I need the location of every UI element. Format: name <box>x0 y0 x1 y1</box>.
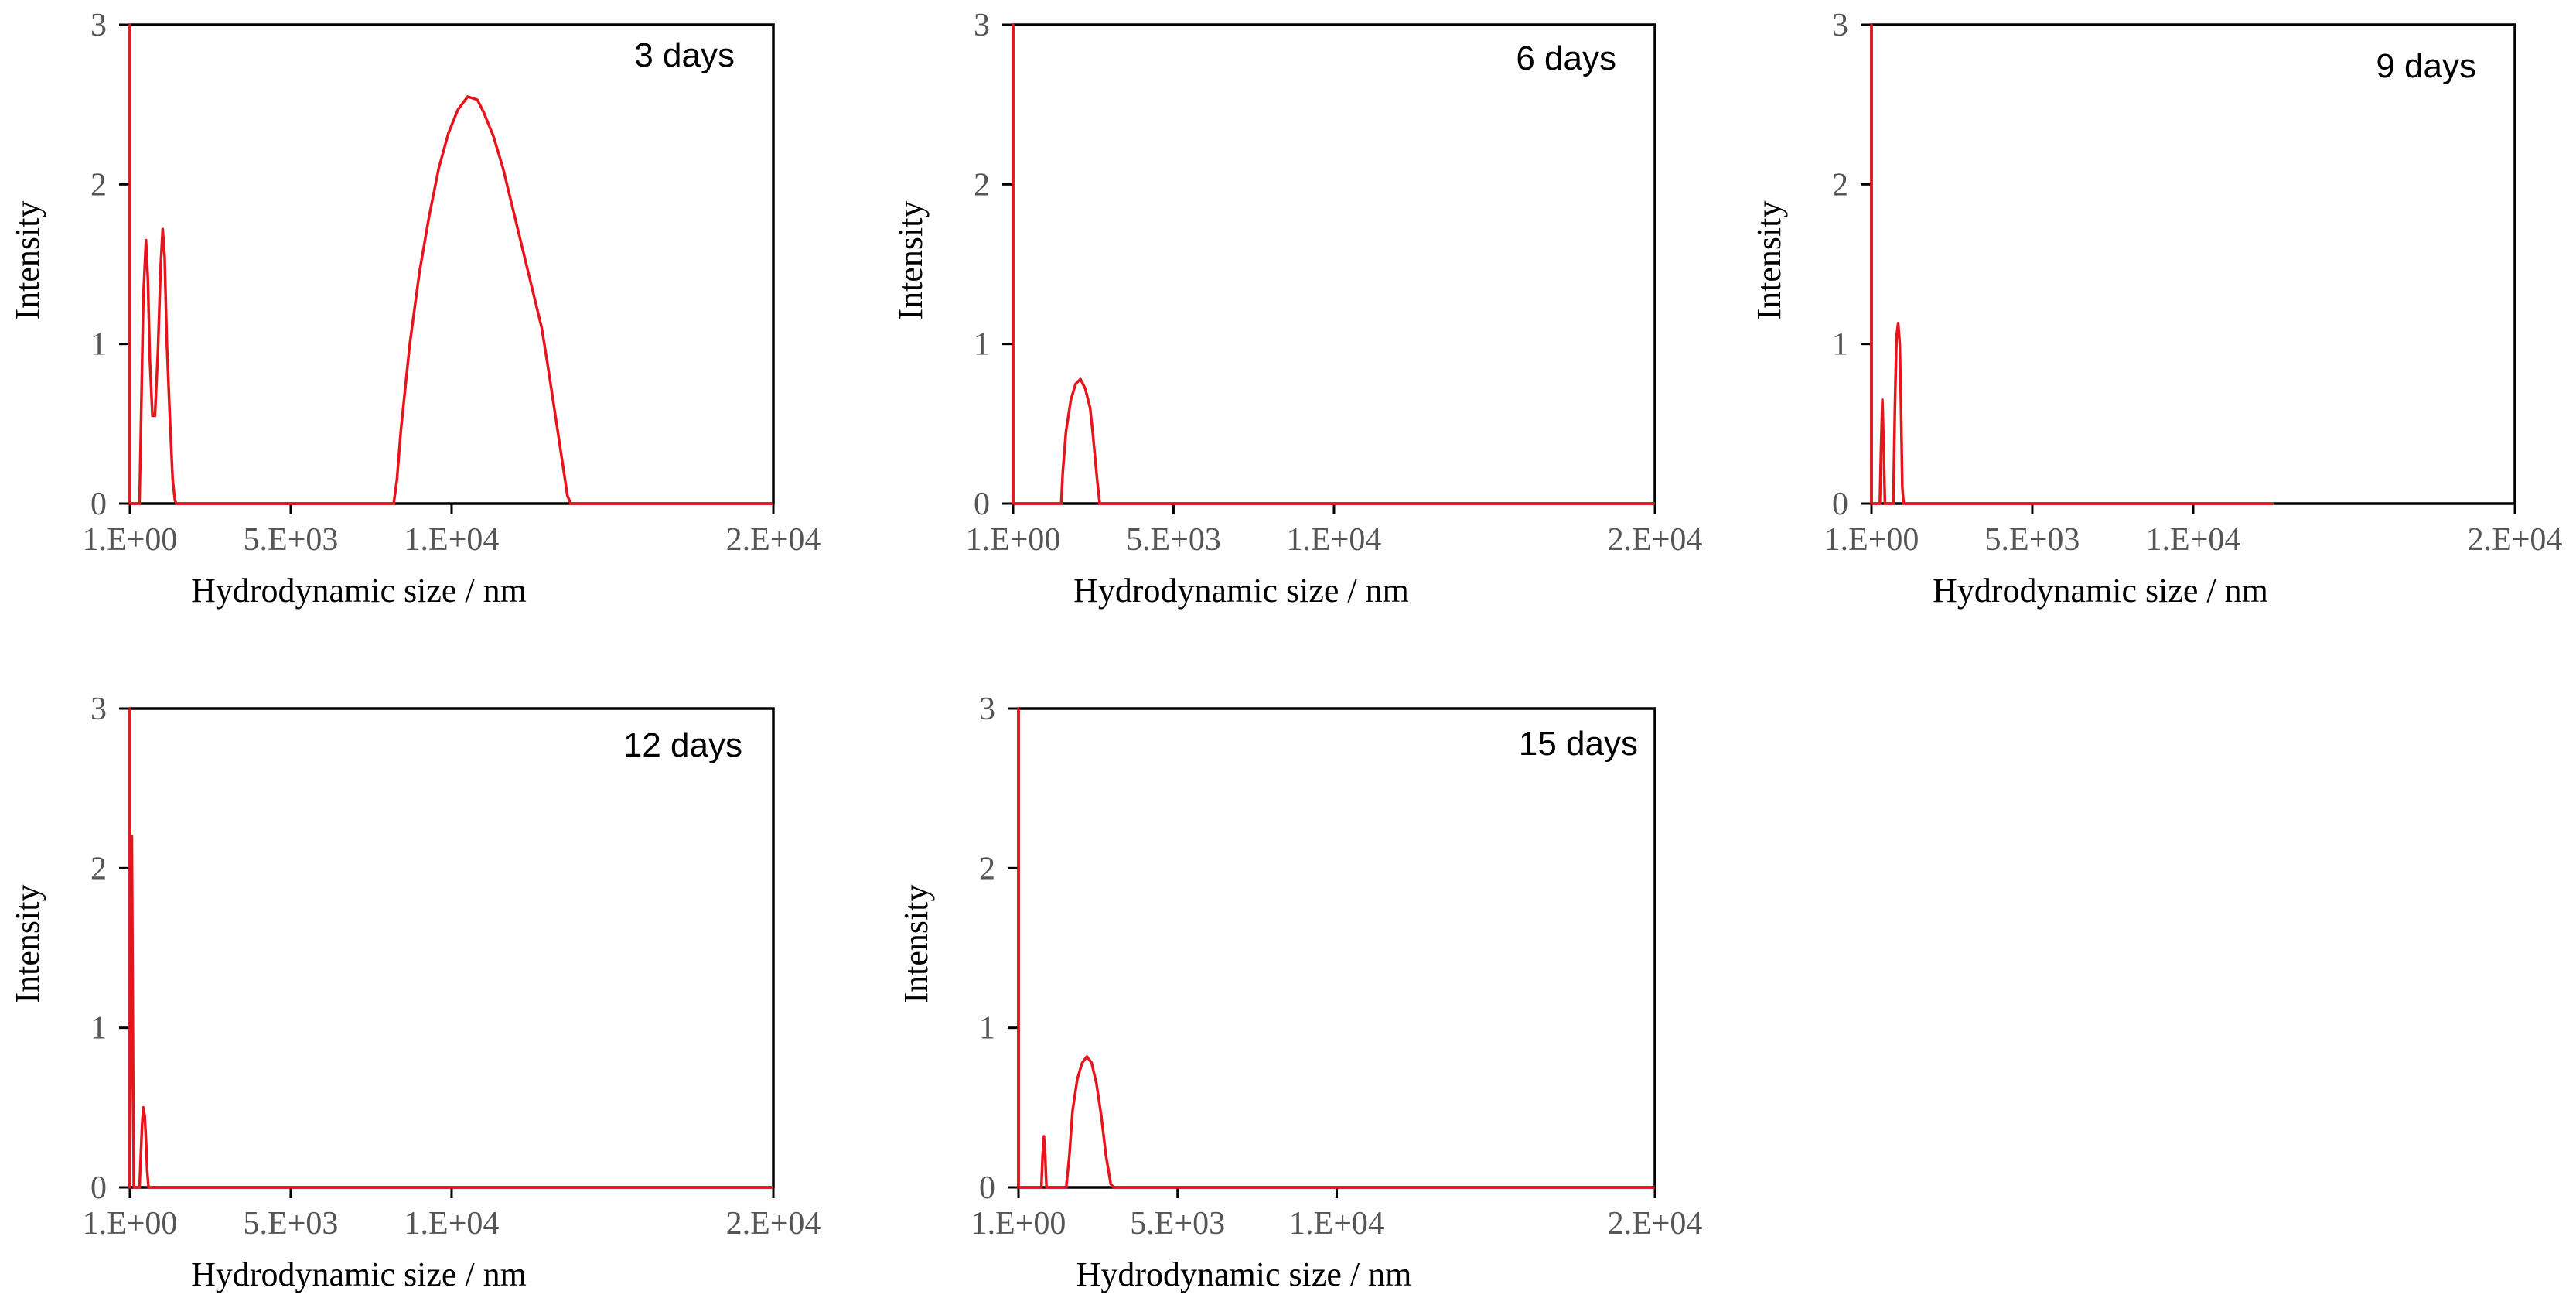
x-tick-label: 5.E+03 <box>1985 522 2080 558</box>
x-tick-label: 1.E+00 <box>83 522 178 558</box>
panel-label: 3 days <box>634 36 735 74</box>
chart-panel-1: 0 1 2 3 1.E+00 5.E+03 1.E+04 2.E+04 Hydrodynamic… <box>9 8 821 610</box>
y-tick-label: 0 <box>974 487 990 522</box>
x-tick-label: 5.E+03 <box>244 522 339 558</box>
panel-label: 9 days <box>2376 47 2476 85</box>
y-tick-label: 3 <box>979 692 995 727</box>
x-axis-title: Hydrodynamic size / nm <box>191 1255 527 1293</box>
y-tick-label: 3 <box>90 692 107 727</box>
x-tick-label: 1.E+04 <box>404 522 500 558</box>
y-tick-label: 2 <box>90 851 107 886</box>
y-axis-title: Intensity <box>1750 201 1788 320</box>
x-tick-label: 5.E+03 <box>244 1206 339 1242</box>
y-axis-title: Intensity <box>9 885 46 1004</box>
x-tick-label: 1.E+04 <box>2146 522 2241 558</box>
y-tick-label: 0 <box>979 1170 995 1206</box>
panel-label: 15 days <box>1519 725 1638 763</box>
x-tick-label: 1.E+04 <box>1289 1206 1384 1242</box>
y-tick-label: 2 <box>90 167 107 203</box>
y-tick-label: 2 <box>979 851 995 886</box>
y-tick-label: 0 <box>90 487 107 522</box>
y-tick-label: 1 <box>90 1011 107 1047</box>
y-tick-label: 1 <box>974 327 990 363</box>
y-tick-label: 1 <box>1832 327 1848 363</box>
x-tick-label: 1.E+00 <box>1824 522 1919 558</box>
chart-panel-4: 0 1 2 3 1.E+00 5.E+03 1.E+04 2.E+04 Hydrodynamic… <box>9 692 821 1293</box>
x-tick-label: 2.E+04 <box>2468 522 2563 558</box>
x-axis-title: Hydrodynamic size / nm <box>1933 572 2268 610</box>
y-tick-label: 2 <box>974 167 990 203</box>
x-axis-title: Hydrodynamic size / nm <box>1076 1255 1412 1293</box>
x-tick-label: 1.E+04 <box>1287 522 1382 558</box>
y-axis-title: Intensity <box>892 201 930 320</box>
y-tick-label: 1 <box>90 327 107 363</box>
x-tick-label: 2.E+04 <box>1608 522 1703 558</box>
y-tick-label: 1 <box>979 1011 995 1047</box>
chart-panel-5: 0 1 2 3 1.E+00 5.E+03 1.E+04 2.E+04 Hydrodynamic… <box>897 692 1702 1293</box>
series-line-1 <box>128 23 773 505</box>
y-tick-label: 2 <box>1832 167 1848 203</box>
y-axis-title: Intensity <box>897 885 935 1004</box>
plot-frame <box>128 707 775 1189</box>
y-axis-title: Intensity <box>9 201 46 320</box>
series-line-2 <box>1012 23 1655 505</box>
panel-label: 12 days <box>623 726 742 764</box>
x-tick-label: 1.E+04 <box>404 1206 500 1242</box>
x-tick-label: 1.E+00 <box>971 1206 1066 1242</box>
x-tick-label: 2.E+04 <box>1608 1206 1703 1242</box>
chart-panel-2: 0 1 2 3 1.E+00 5.E+03 1.E+04 2.E+04 Hydrodynamic… <box>892 8 1702 610</box>
plot-frame <box>1870 23 2516 505</box>
chart-panel-3: 0 1 2 3 1.E+00 5.E+03 1.E+04 2.E+04 Hydrodynamic… <box>1750 8 2562 610</box>
x-tick-label: 5.E+03 <box>1130 1206 1225 1242</box>
x-tick-label: 1.E+00 <box>83 1206 178 1242</box>
y-tick-label: 3 <box>1832 8 1848 43</box>
y-tick-label: 3 <box>90 8 107 43</box>
plot-frame <box>1012 23 1656 505</box>
x-tick-label: 5.E+03 <box>1126 522 1221 558</box>
y-tick-label: 0 <box>90 1170 107 1206</box>
panel-label: 6 days <box>1516 39 1616 77</box>
plot-frame <box>1017 707 1656 1189</box>
y-tick-label: 0 <box>1832 487 1848 522</box>
series-line-3 <box>1870 23 2274 505</box>
x-tick-label: 1.E+00 <box>966 522 1061 558</box>
x-tick-label: 2.E+04 <box>726 522 821 558</box>
x-tick-label: 2.E+04 <box>726 1206 821 1242</box>
x-axis-title: Hydrodynamic size / nm <box>191 572 527 610</box>
plot-frame <box>128 23 775 505</box>
series-line-4 <box>128 707 773 1189</box>
x-axis-title: Hydrodynamic size / nm <box>1073 572 1409 610</box>
series-line-5 <box>1017 707 1655 1189</box>
y-tick-label: 3 <box>974 8 990 43</box>
